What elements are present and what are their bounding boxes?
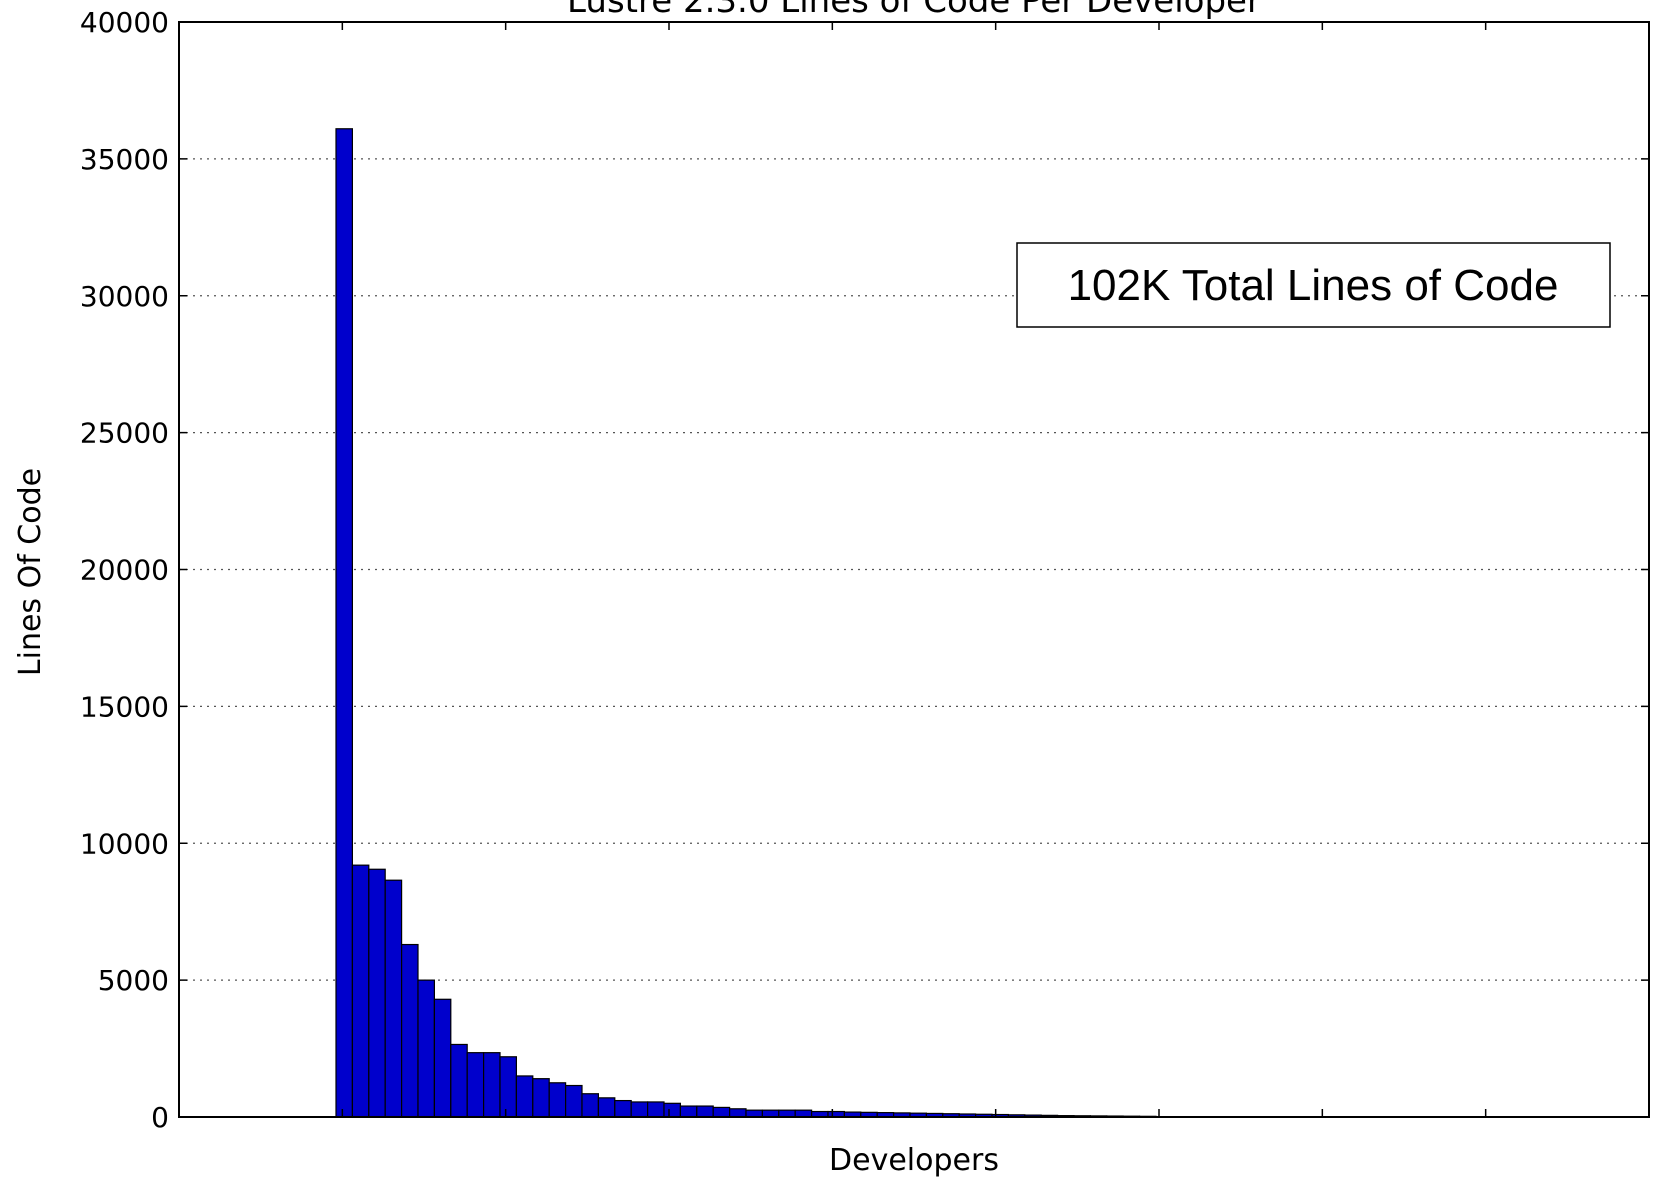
bar [679, 1105, 698, 1118]
bar [581, 1093, 599, 1118]
bars [335, 128, 1157, 1118]
bar [351, 864, 370, 1118]
bar [499, 1056, 517, 1118]
bar [745, 1109, 763, 1118]
bar [483, 1052, 501, 1118]
y-tick-label: 5000 [98, 964, 169, 997]
bar [335, 128, 353, 1118]
bar [515, 1075, 534, 1118]
bar [614, 1099, 632, 1118]
annotation-text: 102K Total Lines of Code [1068, 261, 1559, 310]
x-ticks [178, 22, 1650, 1117]
x-axis-title: Developers [829, 1143, 999, 1178]
bar [663, 1102, 681, 1118]
annotation-box [1016, 242, 1611, 328]
bar [450, 1043, 468, 1118]
bar [368, 868, 386, 1118]
bar [532, 1078, 550, 1118]
bar [778, 1109, 796, 1118]
y-tick-label: 35000 [80, 143, 169, 176]
bar [630, 1101, 649, 1118]
y-tick-label: 25000 [80, 417, 169, 450]
y-tick-label: 40000 [80, 6, 169, 39]
bar [761, 1109, 780, 1118]
chart-title: Lustre 2.3.0 Lines of Code Per Developer [567, 0, 1261, 21]
y-tick-label: 30000 [80, 280, 169, 313]
bar [696, 1105, 714, 1118]
bar [466, 1052, 485, 1118]
bar [564, 1084, 583, 1118]
bar [417, 979, 435, 1118]
y-axis-title: Lines Of Code [13, 468, 48, 676]
total-annotation: 102K Total Lines of Code [1016, 242, 1611, 328]
bar [384, 879, 403, 1118]
y-tick-label: 20000 [80, 554, 169, 587]
bar [401, 943, 419, 1118]
y-tick-label: 10000 [80, 827, 169, 860]
bar [548, 1082, 567, 1118]
bar [728, 1108, 747, 1118]
bar [646, 1101, 665, 1118]
bar [794, 1109, 813, 1118]
y-tick-label: 15000 [80, 690, 169, 723]
bar [433, 998, 452, 1118]
bar [597, 1097, 616, 1118]
bar [712, 1106, 731, 1118]
y-tick-label: 0 [151, 1101, 169, 1134]
y-ticks: 0 5000 10000 15000 20000 25000 30000 35000 40000 [80, 6, 1649, 1134]
grid-lines [179, 158, 1649, 981]
